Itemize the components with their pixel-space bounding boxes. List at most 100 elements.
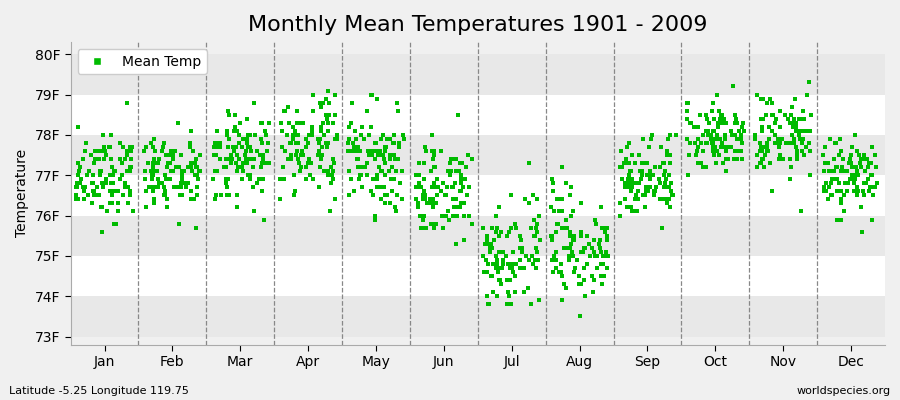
Point — [577, 265, 591, 271]
Point — [457, 176, 472, 182]
Point — [640, 160, 654, 166]
Point — [425, 200, 439, 207]
Point — [370, 172, 384, 178]
Point — [755, 156, 770, 162]
Point — [715, 144, 729, 150]
Point — [324, 164, 338, 170]
Point — [478, 240, 492, 247]
Point — [848, 172, 862, 178]
Point — [290, 132, 304, 138]
Point — [625, 152, 639, 158]
Point — [491, 232, 506, 239]
Point — [662, 184, 676, 190]
Point — [832, 152, 847, 158]
Point — [734, 156, 749, 162]
Point — [551, 220, 565, 227]
Point — [80, 172, 94, 178]
Point — [844, 164, 859, 170]
Point — [163, 160, 177, 166]
Point — [171, 184, 185, 190]
Point — [613, 200, 627, 207]
Point — [454, 160, 469, 166]
Point — [138, 168, 152, 174]
Point — [315, 152, 329, 158]
Point — [500, 301, 514, 308]
Point — [592, 240, 607, 247]
Point — [376, 152, 391, 158]
Bar — [70, 94, 885, 135]
Point — [506, 249, 520, 255]
Point — [360, 160, 374, 166]
Point — [796, 108, 810, 114]
Point — [522, 257, 536, 263]
Point — [595, 281, 609, 287]
Point — [387, 176, 401, 182]
Point — [86, 188, 100, 194]
Point — [753, 148, 768, 154]
Point — [801, 128, 815, 134]
Point — [587, 277, 601, 283]
Point — [786, 120, 800, 126]
Point — [287, 192, 302, 198]
Point — [447, 204, 462, 211]
Point — [628, 208, 643, 215]
Point — [583, 253, 598, 259]
Point — [304, 160, 319, 166]
Point — [711, 136, 725, 142]
Point — [680, 108, 695, 114]
Point — [70, 172, 85, 178]
Point — [418, 224, 433, 231]
Point — [491, 224, 505, 231]
Point — [585, 244, 599, 251]
Point — [368, 140, 382, 146]
Point — [206, 152, 220, 158]
Point — [554, 164, 569, 170]
Point — [501, 289, 516, 295]
Point — [870, 180, 885, 186]
Point — [598, 249, 613, 255]
Point — [328, 196, 342, 202]
Point — [630, 196, 644, 202]
Point — [122, 168, 137, 174]
Point — [188, 156, 202, 162]
Point — [285, 136, 300, 142]
Point — [428, 224, 442, 231]
Point — [803, 148, 817, 154]
Point — [364, 152, 379, 158]
Point — [273, 196, 287, 202]
Point — [529, 224, 544, 231]
Point — [98, 180, 112, 186]
Point — [584, 273, 598, 279]
Point — [150, 176, 165, 182]
Point — [417, 160, 431, 166]
Point — [849, 164, 863, 170]
Point — [99, 152, 113, 158]
Point — [680, 100, 694, 106]
Point — [440, 168, 454, 174]
Point — [314, 156, 328, 162]
Point — [618, 196, 633, 202]
Point — [374, 184, 388, 190]
Point — [232, 156, 247, 162]
Point — [220, 128, 234, 134]
Point — [341, 140, 356, 146]
Point — [613, 212, 627, 219]
Point — [550, 196, 564, 202]
Point — [287, 172, 302, 178]
Point — [166, 156, 180, 162]
Point — [700, 116, 715, 122]
Point — [857, 192, 871, 198]
Point — [239, 160, 254, 166]
Point — [440, 184, 454, 190]
Point — [183, 144, 197, 150]
Point — [147, 184, 161, 190]
Point — [788, 95, 802, 102]
Point — [377, 160, 392, 166]
Point — [178, 180, 193, 186]
Point — [344, 120, 358, 126]
Point — [454, 188, 468, 194]
Point — [452, 168, 466, 174]
Point — [526, 261, 540, 267]
Point — [753, 160, 768, 166]
Point — [568, 265, 582, 271]
